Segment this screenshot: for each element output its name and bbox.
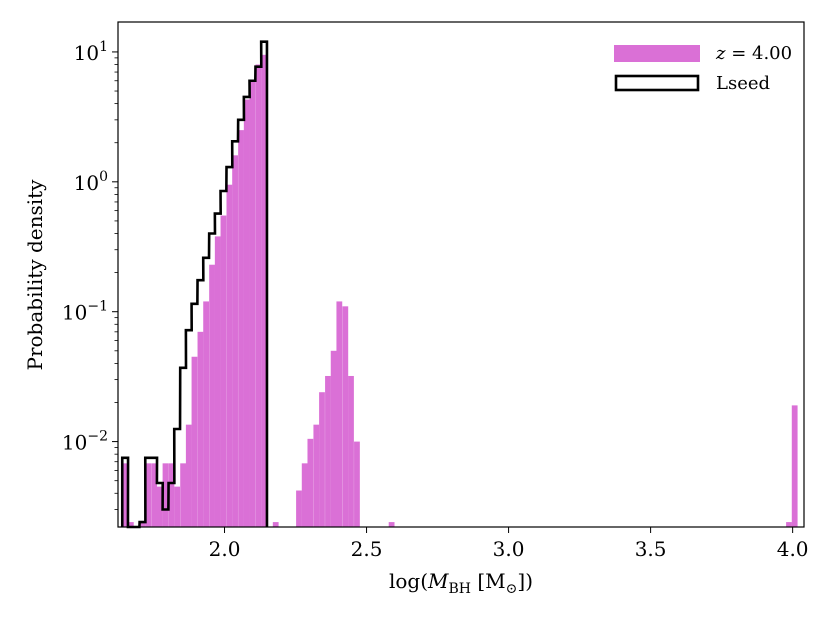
histogram-bar (313, 424, 320, 527)
histogram-bar (226, 184, 233, 527)
histogram-bar (220, 215, 227, 528)
legend: z = 4.00 Lseed (614, 43, 792, 94)
histogram-bar (325, 375, 331, 527)
histogram-bar (791, 405, 798, 527)
histogram-bar (388, 522, 395, 527)
histogram-bar (145, 463, 152, 527)
histogram-bar (214, 236, 221, 527)
histogram-bar (249, 80, 256, 527)
x-axis-ticks: 2.0 2.5 3.0 3.5 4.0 (209, 527, 809, 561)
histogram-bar (342, 306, 349, 527)
histogram-bar (348, 375, 354, 527)
histogram-bar (122, 463, 129, 527)
y-tick-label: 101 (74, 39, 108, 65)
histogram-bar (174, 486, 181, 527)
histogram-bar (301, 463, 308, 527)
histogram-bar (243, 99, 250, 527)
x-tick-label: 2.0 (209, 537, 241, 561)
plot-frame (117, 21, 805, 528)
histogram-bar (238, 130, 244, 527)
histogram-bar (336, 301, 343, 527)
histogram-bar (296, 490, 302, 527)
y-tick-label: 10−1 (62, 299, 108, 325)
lseed-step-outline (120, 40, 269, 529)
histogram-bar (180, 463, 186, 527)
histogram-bar (127, 522, 134, 527)
histogram-bar (261, 54, 267, 527)
histogram-bar (255, 64, 262, 528)
histogram-bar (272, 522, 279, 527)
y-axis-label: Probability density (23, 179, 47, 371)
x-tick-label: 4.0 (777, 537, 809, 561)
x-tick-label: 2.5 (351, 537, 383, 561)
legend-swatch-lseed (614, 74, 700, 92)
histogram-bar (139, 522, 146, 527)
histogram-bar (232, 155, 238, 527)
histogram-bar (354, 441, 360, 527)
histogram-bar (162, 463, 169, 527)
z-histogram-bars (122, 54, 798, 528)
histogram-bar (203, 301, 210, 527)
legend-label-z: z = 4.00 (715, 43, 792, 64)
histogram-bar (319, 392, 325, 527)
legend-label-lseed: Lseed (716, 73, 770, 94)
histogram-bar (209, 264, 215, 527)
histogram-bar (197, 331, 204, 527)
histogram-bar (156, 486, 163, 527)
histogram-bar (168, 463, 175, 527)
x-tick-label: 3.5 (635, 537, 667, 561)
histogram-bar (185, 424, 192, 527)
y-tick-label: 100 (74, 169, 108, 195)
histogram-bar (151, 463, 158, 527)
histogram-bar (330, 350, 337, 527)
histogram-bar (307, 438, 314, 527)
y-tick-label: 10−2 (62, 429, 108, 455)
legend-swatch-z (614, 45, 700, 62)
y-axis-ticks: 10−2 10−1 100 101 (62, 39, 118, 510)
histogram-bar (786, 522, 792, 527)
x-axis-label: log(MBH [M⊙]) (389, 569, 533, 597)
x-tick-label: 3.0 (493, 537, 525, 561)
histogram-bar (191, 356, 198, 527)
